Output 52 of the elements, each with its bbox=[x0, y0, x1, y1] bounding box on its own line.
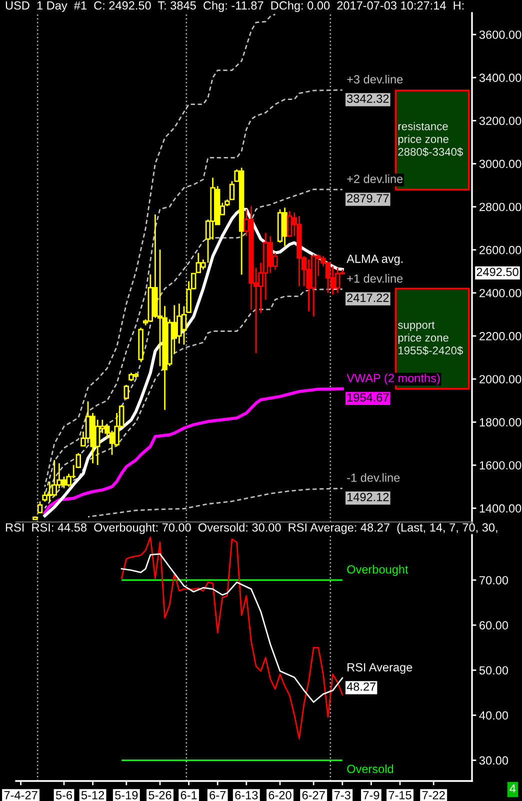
x-tick-label: 7-15 bbox=[388, 791, 412, 800]
y-tick-label: 2400.00 bbox=[480, 288, 522, 298]
x-tick-label: 5-6 bbox=[56, 791, 72, 800]
y-tick-label: 3200.00 bbox=[479, 116, 522, 126]
y-tick-label: 1600.00 bbox=[480, 461, 522, 470]
data-label: 3342.32 bbox=[347, 94, 389, 103]
x-tick-label: 6-27 bbox=[302, 791, 325, 800]
ref-line-label: Oversold bbox=[347, 764, 394, 774]
x-tick-label: 7-4-27 bbox=[4, 791, 38, 800]
series-label: +1 dev.line bbox=[347, 274, 403, 283]
x-tick-label: 5-19 bbox=[115, 791, 138, 800]
x-tick-label: 6-20 bbox=[268, 791, 292, 800]
data-label: 2879.77 bbox=[347, 194, 389, 202]
x-tick-label: 5-12 bbox=[81, 791, 104, 800]
x-tick-label: 7-22 bbox=[422, 791, 445, 800]
y-tick-label: 3000.00 bbox=[479, 160, 522, 168]
ref-line-label: Overbought bbox=[347, 564, 408, 576]
y-tick-label: 40.00 bbox=[479, 711, 508, 720]
x-tick-label: 7-3 bbox=[334, 791, 350, 800]
data-label: 1954.67 bbox=[347, 393, 389, 402]
y-tick-label: 50.00 bbox=[479, 666, 508, 675]
x-tick-label: 6-7 bbox=[210, 791, 226, 800]
y-tick-label: 3400.00 bbox=[479, 74, 522, 82]
text: 4 bbox=[510, 784, 516, 793]
chart-title: USD 1 Day #1 C: 2492.50 T: 3845 Chg: -11.87 DChg: 0.00 2017-07-03 10:27:14 H: bbox=[6, 0, 464, 12]
y-tick-label: 2600.00 bbox=[480, 246, 522, 254]
y-tick-label: 70.00 bbox=[480, 576, 508, 584]
y-tick-label: 1800.00 bbox=[480, 418, 522, 426]
x-tick-label: 5-26 bbox=[148, 791, 172, 800]
x-tick-label: 6-13 bbox=[235, 791, 258, 800]
data-label: 2417.22 bbox=[347, 294, 389, 302]
band-label: resistance price zone 2880$-3340$ bbox=[398, 122, 463, 156]
y-tick-label: 2000.00 bbox=[480, 375, 522, 384]
y-tick-label: 60.00 bbox=[480, 621, 508, 630]
x-tick-label: 7-9 bbox=[363, 791, 380, 800]
series-label: RSI Average bbox=[348, 663, 412, 674]
band-label: support price zone 1955$-2420$ bbox=[398, 322, 463, 356]
y-tick-label: 30.00 bbox=[479, 756, 508, 765]
data-label: 48.27 bbox=[346, 682, 376, 691]
series-label: VWAP (2 months) bbox=[346, 374, 440, 385]
y-tick-label: 2800.00 bbox=[480, 202, 522, 212]
series-label: +3 dev.line bbox=[347, 74, 403, 84]
data-label: 1492.12 bbox=[347, 492, 389, 502]
series-label: +2 dev.line bbox=[347, 174, 403, 184]
y-tick-label: 3600.00 bbox=[479, 30, 522, 39]
series-label: ALMA avg. bbox=[346, 254, 403, 266]
chart-title: RSI RSI: 44.58 Overbought: 70.00 Oversold: 30.00 RSI Average: 48.27 (Last, 14, 7, 70, 30, bbox=[6, 522, 498, 534]
text: 2492.50 bbox=[476, 268, 518, 276]
y-tick-label: 1400.00 bbox=[480, 504, 522, 513]
x-tick-label: 6-1 bbox=[180, 791, 197, 800]
series-label: -1 dev.line bbox=[347, 473, 400, 482]
y-tick-label: 2200.00 bbox=[480, 332, 522, 340]
